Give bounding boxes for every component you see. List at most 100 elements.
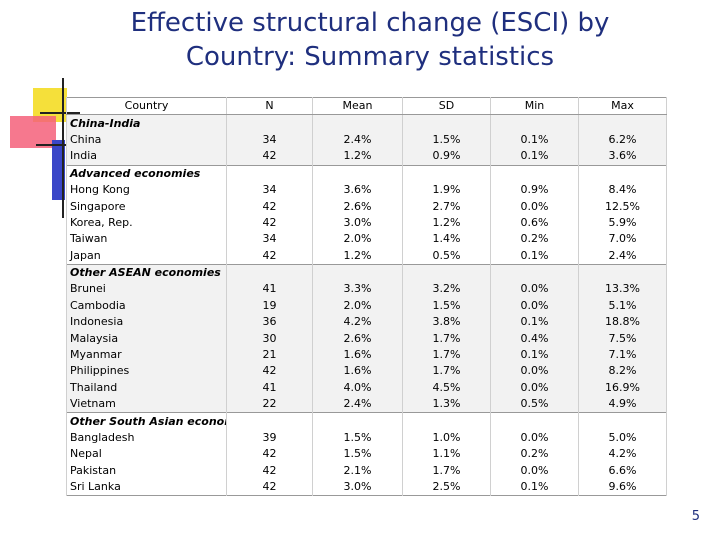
cell-n: 22 — [226, 396, 313, 413]
cell-min: 0.0% — [490, 363, 579, 380]
table-row: Philippines 42 1.6% 1.7% 0.0% 8.2% — [66, 363, 667, 380]
cell-max: 4.2% — [578, 446, 667, 463]
table-row: Vietnam 22 2.4% 1.3% 0.5% 4.9% — [66, 396, 667, 413]
header-sd: SD — [402, 97, 491, 116]
cell-mean — [312, 164, 403, 182]
cell-sd: 4.5% — [402, 379, 491, 397]
cell-country: Thailand — [66, 379, 227, 397]
cell-max — [578, 114, 667, 132]
cell-n — [226, 263, 313, 282]
cell-country: Taiwan — [66, 231, 227, 248]
cell-mean: 3.0% — [312, 478, 403, 496]
cell-sd: 3.2% — [402, 281, 491, 298]
cell-sd: 1.5% — [402, 297, 491, 315]
cell-sd: 1.0% — [402, 429, 491, 447]
cell-max: 5.1% — [578, 297, 667, 315]
header-min: Min — [490, 97, 579, 116]
cell-sd: 1.1% — [402, 446, 491, 463]
cell-n: 34 — [226, 181, 313, 199]
cell-min — [490, 164, 579, 182]
cell-sd: 3.8% — [402, 314, 491, 331]
cell-country: Hong Kong — [66, 181, 227, 199]
table-row: Malaysia 30 2.6% 1.7% 0.4% 7.5% — [66, 330, 667, 347]
cell-max: 4.9% — [578, 396, 667, 413]
cell-min: 0.5% — [490, 396, 579, 413]
cell-mean — [312, 412, 403, 430]
cell-n: 34 — [226, 231, 313, 248]
cell-mean: 3.0% — [312, 214, 403, 232]
header-mean: Mean — [312, 97, 403, 116]
table-row: India 42 1.2% 0.9% 0.1% 3.6% — [66, 148, 667, 166]
table-row: Hong Kong 34 3.6% 1.9% 0.9% 8.4% — [66, 181, 667, 199]
cell-country: Bangladesh — [66, 429, 227, 447]
cell-min: 0.1% — [490, 131, 579, 149]
cell-min: 0.1% — [490, 247, 579, 265]
table-row: Indonesia 36 4.2% 3.8% 0.1% 18.8% — [66, 314, 667, 331]
cell-mean: 3.3% — [312, 281, 403, 298]
table-group-row: Other South Asian economies — [66, 412, 667, 430]
cell-country: Myanmar — [66, 346, 227, 364]
cell-mean: 1.5% — [312, 429, 403, 447]
cell-max: 8.2% — [578, 363, 667, 380]
cell-sd: 1.7% — [402, 462, 491, 479]
cell-min: 0.0% — [490, 462, 579, 479]
cell-country: Singapore — [66, 198, 227, 215]
cell-n: 42 — [226, 462, 313, 479]
cell-min: 0.9% — [490, 181, 579, 199]
table-row: Japan 42 1.2% 0.5% 0.1% 2.4% — [66, 247, 667, 265]
cell-max: 18.8% — [578, 314, 667, 331]
cell-mean: 2.0% — [312, 231, 403, 248]
cell-min: 0.2% — [490, 231, 579, 248]
cell-mean: 2.1% — [312, 462, 403, 479]
table-row: Sri Lanka 42 3.0% 2.5% 0.1% 9.6% — [66, 478, 667, 496]
cell-min: 0.0% — [490, 379, 579, 397]
decor-blue-bar — [52, 140, 65, 200]
cell-max: 16.9% — [578, 379, 667, 397]
cell-min: 0.6% — [490, 214, 579, 232]
cell-country: India — [66, 148, 227, 166]
page-number: 5 — [691, 509, 700, 524]
cell-sd — [402, 412, 491, 430]
cell-n: 19 — [226, 297, 313, 315]
decor-red-square — [10, 116, 56, 148]
table-row: Myanmar 21 1.6% 1.7% 0.1% 7.1% — [66, 346, 667, 364]
cell-n: 34 — [226, 131, 313, 149]
cell-mean — [312, 114, 403, 132]
cell-country: Nepal — [66, 446, 227, 463]
cell-n: 39 — [226, 429, 313, 447]
cell-n: 21 — [226, 346, 313, 364]
cell-n: 42 — [226, 446, 313, 463]
cell-sd: 1.7% — [402, 363, 491, 380]
table-row: Taiwan 34 2.0% 1.4% 0.2% 7.0% — [66, 231, 667, 248]
cell-sd: 2.5% — [402, 478, 491, 496]
cell-max — [578, 263, 667, 282]
cell-n: 42 — [226, 478, 313, 496]
cell-max — [578, 412, 667, 430]
cell-country: Other ASEAN economies — [66, 263, 227, 282]
cell-min — [490, 412, 579, 430]
table-row: Cambodia 19 2.0% 1.5% 0.0% 5.1% — [66, 297, 667, 315]
cell-mean: 3.6% — [312, 181, 403, 199]
cell-country: Pakistan — [66, 462, 227, 479]
cell-country: Korea, Rep. — [66, 214, 227, 232]
cell-country: Vietnam — [66, 396, 227, 413]
cell-country: China — [66, 131, 227, 149]
cell-sd: 1.7% — [402, 346, 491, 364]
cell-max: 12.5% — [578, 198, 667, 215]
slide-title-line-1: Effective structural change (ESCI) by — [130, 8, 610, 38]
cell-min: 0.2% — [490, 446, 579, 463]
cell-sd: 1.9% — [402, 181, 491, 199]
cell-max: 7.0% — [578, 231, 667, 248]
cell-n: 42 — [226, 148, 313, 166]
cell-n: 41 — [226, 379, 313, 397]
cell-max: 7.1% — [578, 346, 667, 364]
cell-max: 5.0% — [578, 429, 667, 447]
table-row: Pakistan 42 2.1% 1.7% 0.0% 6.6% — [66, 462, 667, 479]
decor-horizontal-line-2 — [36, 144, 66, 146]
cell-mean: 2.6% — [312, 198, 403, 215]
cell-max: 2.4% — [578, 247, 667, 265]
cell-sd — [402, 263, 491, 282]
decor-horizontal-line — [40, 112, 80, 114]
slide-title: Effective structural change (ESCI) by Co… — [70, 6, 670, 74]
cell-country: Philippines — [66, 363, 227, 380]
